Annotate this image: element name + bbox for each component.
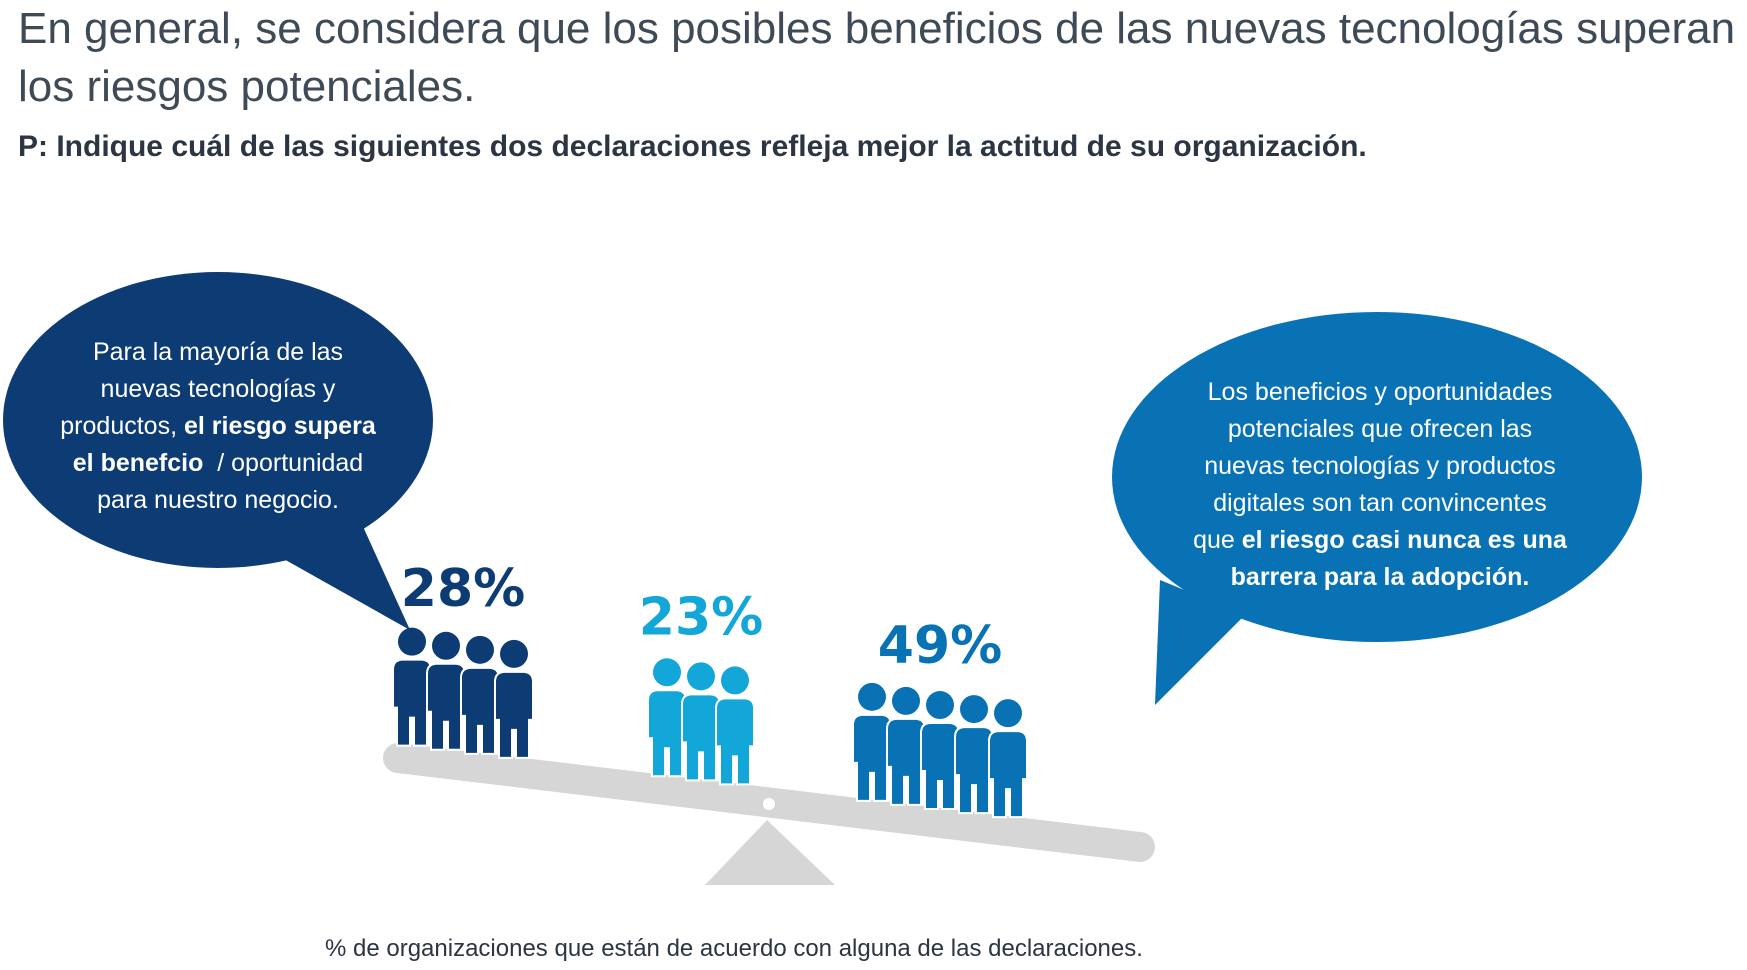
right-bubble-line: Los beneficios y oportunidades (1207, 378, 1553, 406)
person-icon (426, 631, 466, 751)
right-bubble-plain: que (1193, 526, 1242, 554)
people-group (392, 627, 534, 759)
right-bubble-line: barrera para la adopción. (1140, 559, 1620, 596)
left-bubble-bold: el riesgo supera (183, 412, 376, 440)
person-icon (954, 695, 994, 815)
person-icon (647, 658, 687, 778)
question-text: P: Indique cuál de las siguientes dos de… (18, 130, 1367, 163)
person-icon (460, 635, 500, 755)
person-icon (715, 666, 755, 786)
right-bubble-text: Los beneficios y oportunidades potencial… (1140, 374, 1620, 596)
right-bubble-line: digitales son tan convincentes (1213, 489, 1547, 517)
left-bubble-line: productos, el riesgo supera (28, 408, 408, 445)
right-bubble-bold: barrera para la adopción. (1230, 563, 1530, 591)
percent-label: 49% (878, 616, 1002, 676)
right-bubble-bold: el riesgo casi nunca es una (1241, 526, 1567, 554)
page-title: En general, se considera que los posible… (18, 4, 1736, 111)
percent-label: 28% (401, 559, 525, 619)
left-bubble-line: el benefcio / oportunidad (28, 445, 408, 482)
people-group (647, 658, 755, 786)
right-bubble-line: potenciales que ofrecen las (1227, 415, 1533, 443)
percent-label: 23% (639, 587, 763, 647)
left-bubble-text: Para la mayoría de las nuevas tecnología… (28, 334, 408, 519)
left-bubble-plain: / oportunidad (203, 449, 364, 477)
left-bubble-bold: el benefcio (72, 449, 204, 477)
person-icon (988, 699, 1028, 819)
right-speech-bubble (1112, 312, 1642, 705)
left-bubble-line: Para la mayoría de las (92, 338, 344, 366)
person-icon (920, 691, 960, 811)
seesaw-icon (383, 743, 1155, 885)
person-icon (494, 639, 534, 759)
left-bubble-line: nuevas tecnologías y (100, 375, 336, 403)
person-icon (886, 686, 926, 806)
left-bubble-plain: productos, (60, 412, 184, 440)
people-group (852, 682, 1028, 819)
right-bubble-line: nuevas tecnologías y productos (1204, 452, 1556, 480)
footnote: % de organizaciones que están de acuerdo… (325, 935, 1143, 962)
left-speech-bubble (3, 272, 433, 630)
right-bubble-line: que el riesgo casi nunca es una (1140, 522, 1620, 559)
left-bubble-line: para nuestro negocio. (97, 486, 339, 514)
person-icon (392, 627, 432, 747)
person-icon (852, 682, 892, 802)
person-icon (681, 662, 721, 782)
